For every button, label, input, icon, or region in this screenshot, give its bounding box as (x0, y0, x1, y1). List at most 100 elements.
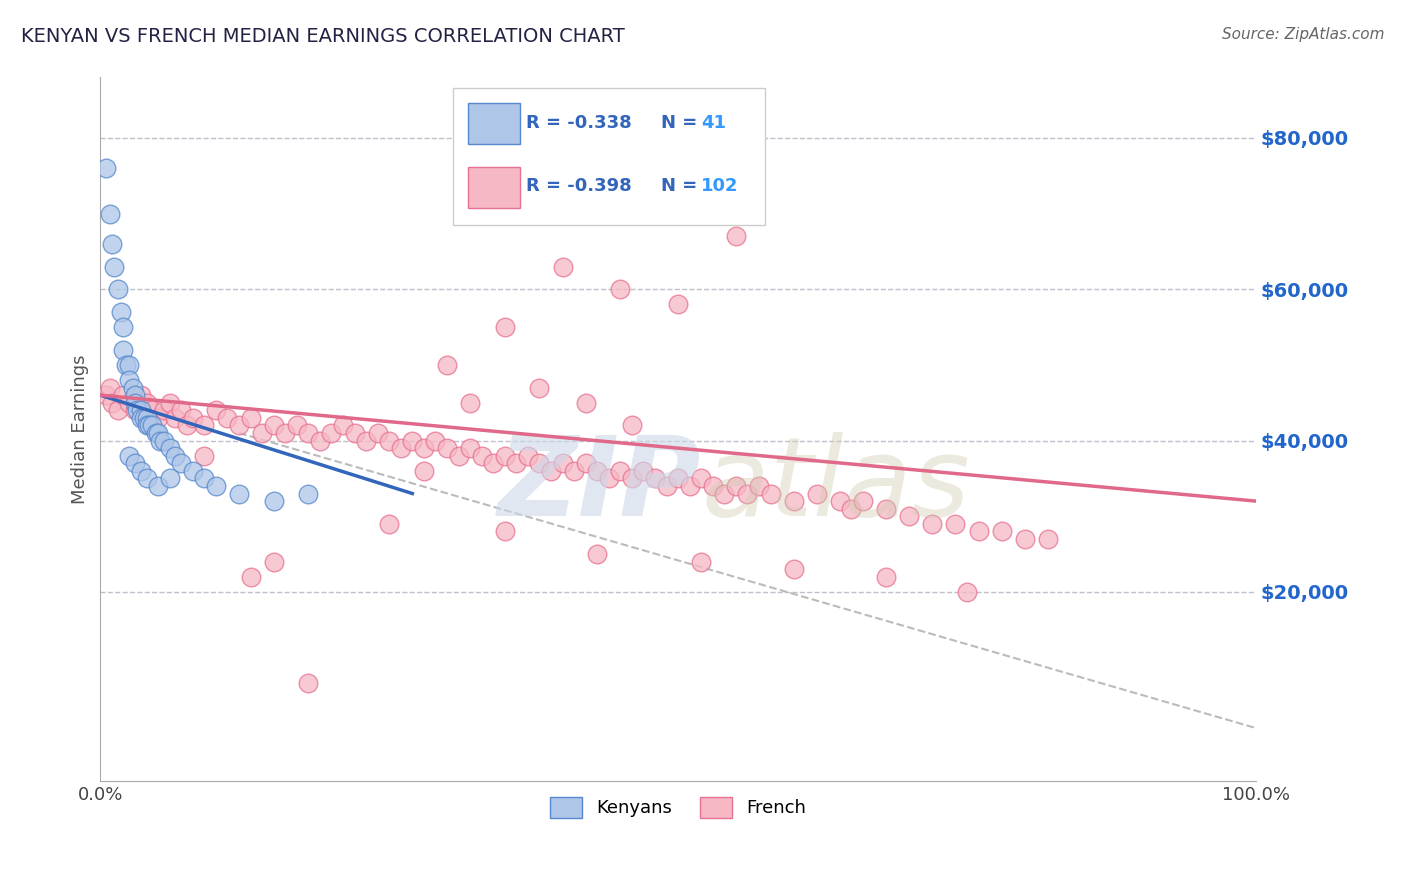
Point (309, 434, 332, 448)
Text: R = -0.398: R = -0.398 (526, 178, 631, 195)
Point (690, 471, 713, 485)
Point (153, 434, 176, 448)
Point (297, 486, 319, 500)
FancyBboxPatch shape (453, 88, 765, 225)
Text: 41: 41 (702, 114, 727, 132)
Point (263, 494, 285, 508)
Point (598, 471, 620, 485)
Point (529, 456, 551, 470)
Point (118, 373, 141, 387)
Point (124, 456, 146, 470)
Point (875, 501, 897, 516)
Point (321, 425, 343, 440)
Point (135, 418, 157, 433)
Point (103, 260, 125, 274)
Point (505, 456, 527, 470)
Point (482, 456, 505, 470)
Point (146, 425, 169, 440)
Point (159, 396, 181, 410)
Point (494, 320, 516, 334)
Point (181, 464, 204, 478)
Point (228, 486, 250, 500)
Point (332, 418, 354, 433)
Point (713, 486, 735, 500)
Point (146, 479, 169, 493)
Point (655, 479, 678, 493)
Point (633, 464, 655, 478)
Point (239, 410, 262, 425)
Point (828, 494, 851, 508)
Point (921, 516, 943, 531)
Text: N =: N = (661, 114, 697, 132)
Point (118, 449, 141, 463)
Point (724, 479, 747, 493)
Point (250, 425, 273, 440)
Point (228, 418, 250, 433)
FancyBboxPatch shape (468, 167, 520, 208)
Point (447, 449, 470, 463)
Point (759, 486, 782, 500)
Point (401, 434, 423, 448)
Point (101, 236, 124, 251)
Point (690, 555, 713, 569)
Legend: Kenyans, French: Kenyans, French (543, 789, 814, 825)
Point (471, 449, 494, 463)
Point (176, 418, 198, 433)
Point (149, 434, 172, 448)
Text: KENYAN VS FRENCH MEDIAN EARNINGS CORRELATION CHART: KENYAN VS FRENCH MEDIAN EARNINGS CORRELA… (21, 27, 624, 45)
Point (274, 425, 297, 440)
Point (575, 456, 598, 470)
Point (898, 509, 921, 524)
Point (217, 410, 239, 425)
Point (129, 410, 152, 425)
Point (990, 524, 1012, 539)
Text: Source: ZipAtlas.com: Source: ZipAtlas.com (1222, 27, 1385, 42)
Point (159, 441, 181, 455)
Point (135, 396, 157, 410)
Text: N =: N = (661, 178, 697, 195)
Point (193, 449, 215, 463)
Point (378, 434, 401, 448)
Point (378, 516, 401, 531)
Point (134, 410, 156, 425)
Point (239, 570, 262, 584)
Point (782, 562, 804, 576)
Point (94, 388, 117, 402)
Point (389, 441, 412, 455)
Point (425, 434, 447, 448)
Point (138, 418, 160, 433)
Point (205, 403, 228, 417)
Point (121, 381, 143, 395)
FancyBboxPatch shape (468, 103, 520, 145)
Point (1014, 532, 1036, 546)
Point (702, 479, 724, 493)
Point (458, 396, 481, 410)
Point (193, 418, 215, 433)
Point (575, 396, 598, 410)
Point (412, 441, 434, 455)
Point (135, 410, 157, 425)
Point (94, 161, 117, 176)
Point (586, 547, 609, 561)
Point (367, 425, 389, 440)
Point (436, 441, 458, 455)
Point (124, 403, 146, 417)
Point (297, 425, 319, 440)
Point (101, 396, 124, 410)
Point (297, 675, 319, 690)
Point (263, 555, 285, 569)
Point (135, 471, 157, 485)
Point (956, 585, 979, 599)
Text: 102: 102 (702, 178, 738, 195)
Point (666, 297, 689, 311)
Point (620, 418, 643, 433)
Point (875, 570, 897, 584)
Point (852, 494, 875, 508)
Point (127, 403, 149, 417)
Point (679, 479, 702, 493)
Point (124, 396, 146, 410)
Point (967, 524, 990, 539)
Point (516, 449, 538, 463)
Point (118, 358, 141, 372)
Point (112, 343, 135, 357)
